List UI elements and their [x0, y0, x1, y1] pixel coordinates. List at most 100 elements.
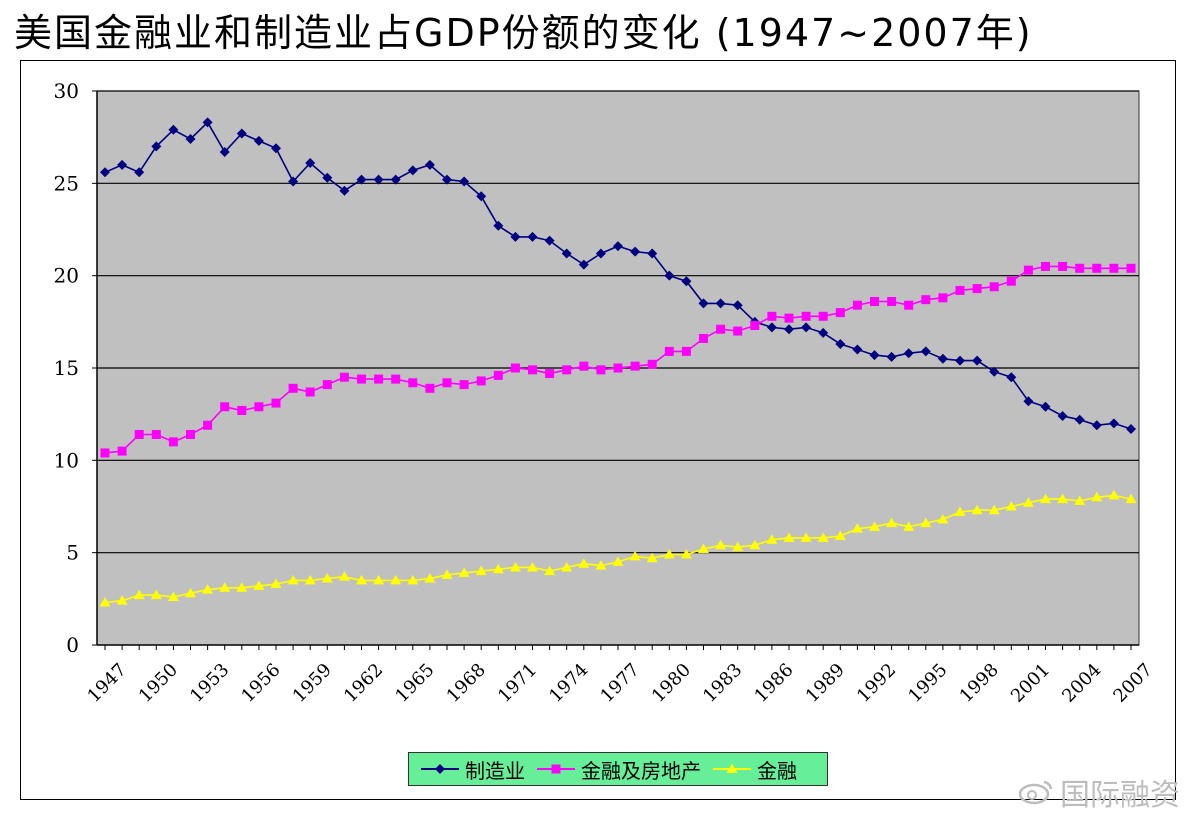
- data-point: [220, 402, 230, 412]
- data-point: [373, 574, 385, 585]
- data-point: [1074, 495, 1086, 505]
- data-point: [1023, 265, 1033, 275]
- data-point: [801, 311, 811, 321]
- data-point: [971, 504, 983, 515]
- data-point: [476, 376, 486, 386]
- data-point: [972, 284, 982, 294]
- data-point: [818, 311, 828, 321]
- data-point: [202, 117, 213, 128]
- data-point: [425, 383, 435, 393]
- data-point: [733, 326, 743, 336]
- data-point: [1109, 263, 1119, 273]
- data-point: [270, 578, 282, 589]
- chart-frame: 0 5 10 15 20 25 30 1947 1950 1953 1956 1959 1962 1965…: [20, 60, 1176, 800]
- data-point: [99, 597, 111, 607]
- data-point: [356, 574, 367, 585]
- data-point: [1091, 491, 1103, 502]
- x-tick-label: 1950: [135, 659, 182, 706]
- x-tick-label: 1956: [237, 659, 284, 706]
- data-point: [783, 532, 795, 542]
- x-tick-label: 1962: [340, 659, 387, 706]
- y-tick-label: 15: [54, 356, 79, 380]
- data-point: [954, 506, 966, 517]
- data-point: [1005, 501, 1017, 511]
- legend-item: 金融: [711, 755, 797, 784]
- data-point: [561, 561, 573, 572]
- data-point: [424, 159, 435, 170]
- legend-key: [419, 761, 461, 777]
- data-point: [1022, 497, 1034, 507]
- data-point: [1126, 263, 1136, 273]
- data-point: [271, 143, 281, 154]
- data-point: [937, 353, 948, 364]
- data-point: [100, 167, 110, 178]
- x-tick-label: 1947: [83, 659, 130, 706]
- data-point: [715, 298, 726, 309]
- data-point: [1057, 411, 1068, 422]
- data-point: [1075, 263, 1085, 273]
- data-point: [921, 295, 931, 305]
- data-point: [509, 561, 521, 572]
- x-tick-label: 1980: [648, 659, 695, 706]
- data-point: [391, 374, 401, 384]
- data-point: [510, 231, 521, 242]
- legend-label: 金融及房地产: [581, 758, 701, 783]
- data-point: [801, 322, 812, 333]
- x-tick-label: 1998: [956, 659, 1003, 706]
- data-point: [1108, 489, 1120, 500]
- y-tick-label: 10: [54, 448, 79, 472]
- data-point: [664, 270, 675, 281]
- data-point: [390, 174, 401, 185]
- data-point: [835, 308, 845, 318]
- line-chart: 0 5 10 15 20 25 30 1947 1950 1953 1956 1959 1962 1965…: [54, 79, 1157, 707]
- data-point: [134, 167, 145, 178]
- data-point: [1023, 396, 1034, 407]
- x-tick-label: 1965: [391, 659, 438, 706]
- data-point: [151, 429, 161, 439]
- data-point: [851, 523, 863, 533]
- data-point: [766, 534, 778, 544]
- data-point: [528, 365, 537, 375]
- data-point: [407, 165, 418, 176]
- y-tick-label: 30: [54, 79, 79, 103]
- data-point: [766, 322, 777, 333]
- data-point: [475, 565, 487, 576]
- data-point: [886, 351, 897, 362]
- data-point: [544, 235, 555, 246]
- data-point: [339, 185, 350, 196]
- data-point: [904, 300, 914, 310]
- data-point: [800, 532, 812, 542]
- data-point: [1108, 418, 1119, 429]
- data-point: [698, 298, 709, 309]
- x-tick-label: 1992: [853, 659, 900, 706]
- data-point: [834, 530, 846, 541]
- data-point: [903, 348, 914, 359]
- data-point: [441, 569, 453, 579]
- data-point: [817, 532, 829, 542]
- data-point: [887, 297, 897, 307]
- data-point: [544, 565, 556, 576]
- data-point: [784, 313, 794, 323]
- data-point: [373, 174, 384, 185]
- data-point: [937, 513, 949, 524]
- data-point: [1040, 401, 1051, 412]
- x-tick-label: 1974: [545, 659, 592, 706]
- data-point: [219, 582, 231, 592]
- data-point: [322, 172, 333, 183]
- data-point: [938, 293, 948, 303]
- data-point: [133, 589, 145, 600]
- data-point: [681, 346, 691, 356]
- data-point: [442, 378, 452, 388]
- data-point: [236, 582, 248, 592]
- data-point: [579, 361, 589, 371]
- data-point: [767, 311, 777, 321]
- data-point: [253, 580, 265, 590]
- data-point: [1006, 372, 1017, 383]
- data-point: [988, 504, 1000, 515]
- legend-label: 制造业: [465, 758, 525, 783]
- watermark-text: 国际融资: [1060, 778, 1180, 813]
- data-point: [510, 363, 520, 373]
- data-point: [1074, 414, 1085, 425]
- data-point: [150, 589, 162, 600]
- data-point: [698, 543, 709, 553]
